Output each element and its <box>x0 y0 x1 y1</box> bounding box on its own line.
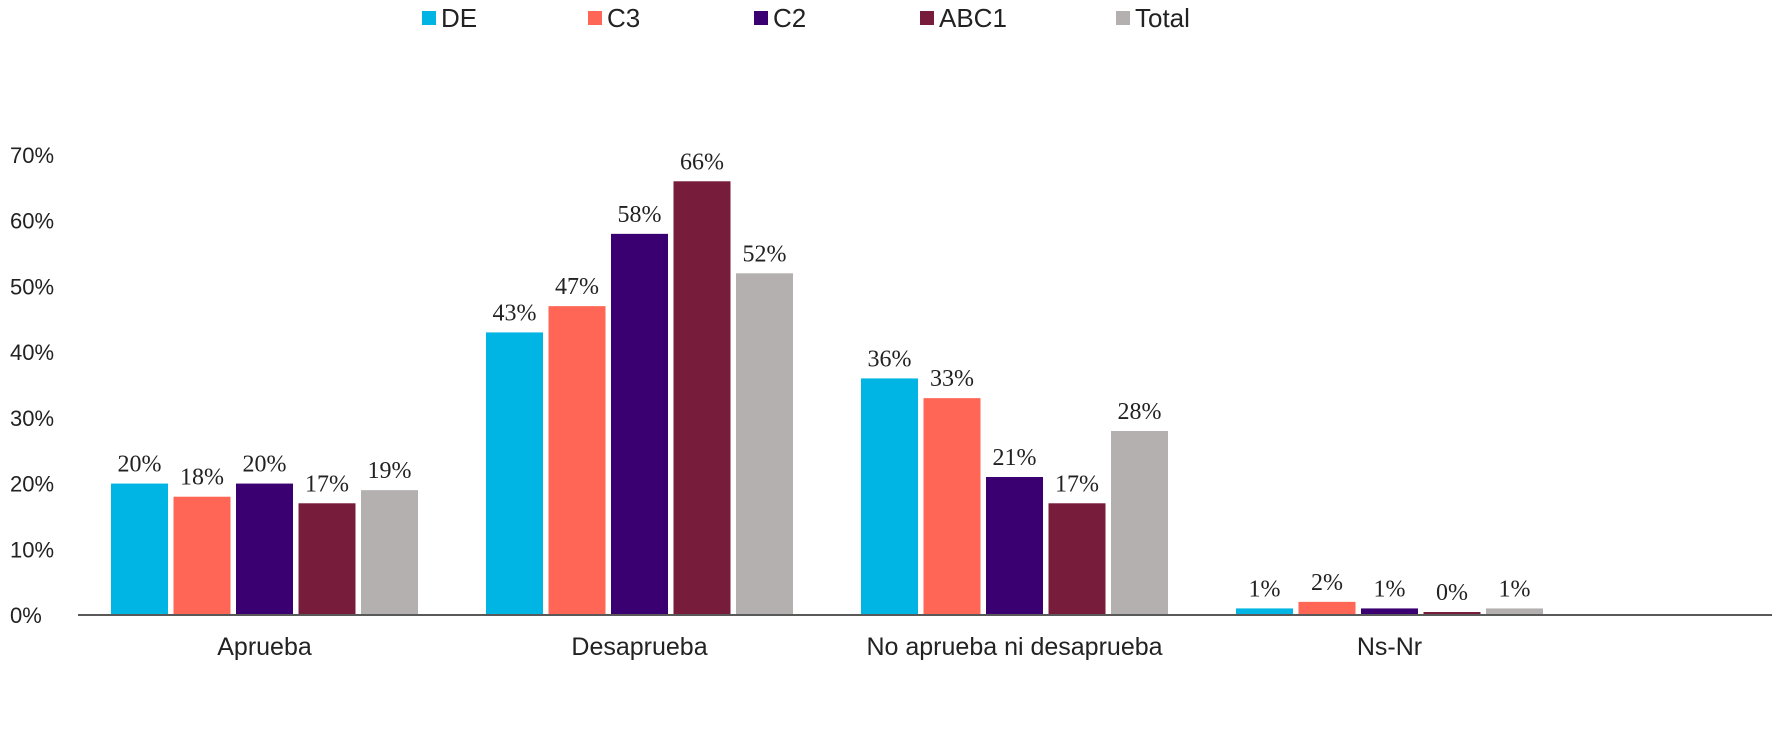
bar-desaprueba-total <box>736 273 793 615</box>
y-tick-label: 40% <box>10 340 54 365</box>
bar-ns-nr-total <box>1486 608 1543 615</box>
data-label-desaprueba-c2: 58% <box>618 202 662 228</box>
data-label-ns-nr-c2: 1% <box>1374 576 1406 602</box>
bar-ns-nr-abc1 <box>1423 612 1481 615</box>
legend-swatch-de <box>422 11 436 25</box>
y-axis: 0% 10% 20% 30% 40% 50% 60% 70% <box>10 143 54 628</box>
legend-label-c2: C2 <box>773 3 806 33</box>
bar-no-aprueba-ni-desaprueba-c2 <box>986 477 1043 615</box>
bar-desaprueba-c3 <box>548 306 606 615</box>
data-labels: 20% 18% 20% 17% 19% 43% 47% 58% 66% 52% 36% 33% 21% 1… <box>118 149 1531 606</box>
bar-aprueba-abc1 <box>298 503 356 615</box>
bar-ns-nr-de <box>1236 608 1293 615</box>
data-label-no-aprueba-ni-desaprueba-de: 36% <box>868 346 912 372</box>
data-label-no-aprueba-ni-desaprueba-c2: 21% <box>993 445 1037 471</box>
legend-swatch-c2 <box>754 11 768 25</box>
bar-ns-nr-c3 <box>1298 601 1356 615</box>
data-label-desaprueba-de: 43% <box>493 300 537 326</box>
y-tick-label: 70% <box>10 143 54 168</box>
bar-aprueba-c3 <box>173 496 231 615</box>
legend-swatch-total <box>1116 11 1130 25</box>
bar-desaprueba-c2 <box>611 233 668 615</box>
x-axis: Aprueba Desaprueba No aprueba ni desaprueb… <box>78 614 1772 661</box>
y-tick-label: 10% <box>10 537 54 562</box>
data-label-aprueba-c2: 20% <box>243 452 287 478</box>
legend-label-abc1: ABC1 <box>939 3 1007 33</box>
y-tick-label: 30% <box>10 406 54 431</box>
bar-no-aprueba-ni-desaprueba-de <box>861 378 918 615</box>
data-label-aprueba-c3: 18% <box>180 465 224 491</box>
bar-aprueba-de <box>111 483 168 615</box>
data-label-aprueba-abc1: 17% <box>305 471 349 497</box>
data-label-no-aprueba-ni-desaprueba-c3: 33% <box>930 366 974 392</box>
y-tick-label: 20% <box>10 472 54 497</box>
x-category-label: Ns-Nr <box>1357 633 1422 661</box>
data-label-no-aprueba-ni-desaprueba-abc1: 17% <box>1055 471 1099 497</box>
legend: DE C3 C2 ABC1 Total <box>422 3 1190 33</box>
data-label-ns-nr-total: 1% <box>1499 576 1531 602</box>
data-label-ns-nr-c3: 2% <box>1311 570 1343 596</box>
data-label-ns-nr-abc1: 0% <box>1436 580 1468 606</box>
y-tick-label: 0% <box>10 603 42 628</box>
legend-swatch-abc1 <box>920 11 934 25</box>
bar-no-aprueba-ni-desaprueba-total <box>1111 431 1168 615</box>
bar-desaprueba-de <box>486 332 543 615</box>
bar-aprueba-total <box>361 490 418 615</box>
data-label-desaprueba-c3: 47% <box>555 274 599 300</box>
data-label-desaprueba-total: 52% <box>743 241 787 267</box>
bar-desaprueba-abc1 <box>673 181 731 616</box>
legend-swatch-c3 <box>588 11 602 25</box>
bars <box>111 181 1543 616</box>
legend-label-c3: C3 <box>607 3 640 33</box>
data-label-aprueba-total: 19% <box>368 458 412 484</box>
bar-no-aprueba-ni-desaprueba-abc1 <box>1048 503 1106 615</box>
bar-ns-nr-c2 <box>1361 608 1418 615</box>
bar-aprueba-c2 <box>236 483 293 615</box>
x-category-label: Aprueba <box>217 633 312 661</box>
y-tick-label: 50% <box>10 274 54 299</box>
data-label-aprueba-de: 20% <box>118 452 162 478</box>
legend-label-total: Total <box>1135 3 1190 33</box>
legend-label-de: DE <box>441 3 477 33</box>
data-label-no-aprueba-ni-desaprueba-total: 28% <box>1118 399 1162 425</box>
y-tick-label: 60% <box>10 209 54 234</box>
x-category-label: Desaprueba <box>571 633 707 661</box>
bar-no-aprueba-ni-desaprueba-c3 <box>923 398 981 615</box>
data-label-ns-nr-de: 1% <box>1249 576 1281 602</box>
x-category-label: No aprueba ni desaprueba <box>866 633 1162 661</box>
data-label-desaprueba-abc1: 66% <box>680 149 724 175</box>
